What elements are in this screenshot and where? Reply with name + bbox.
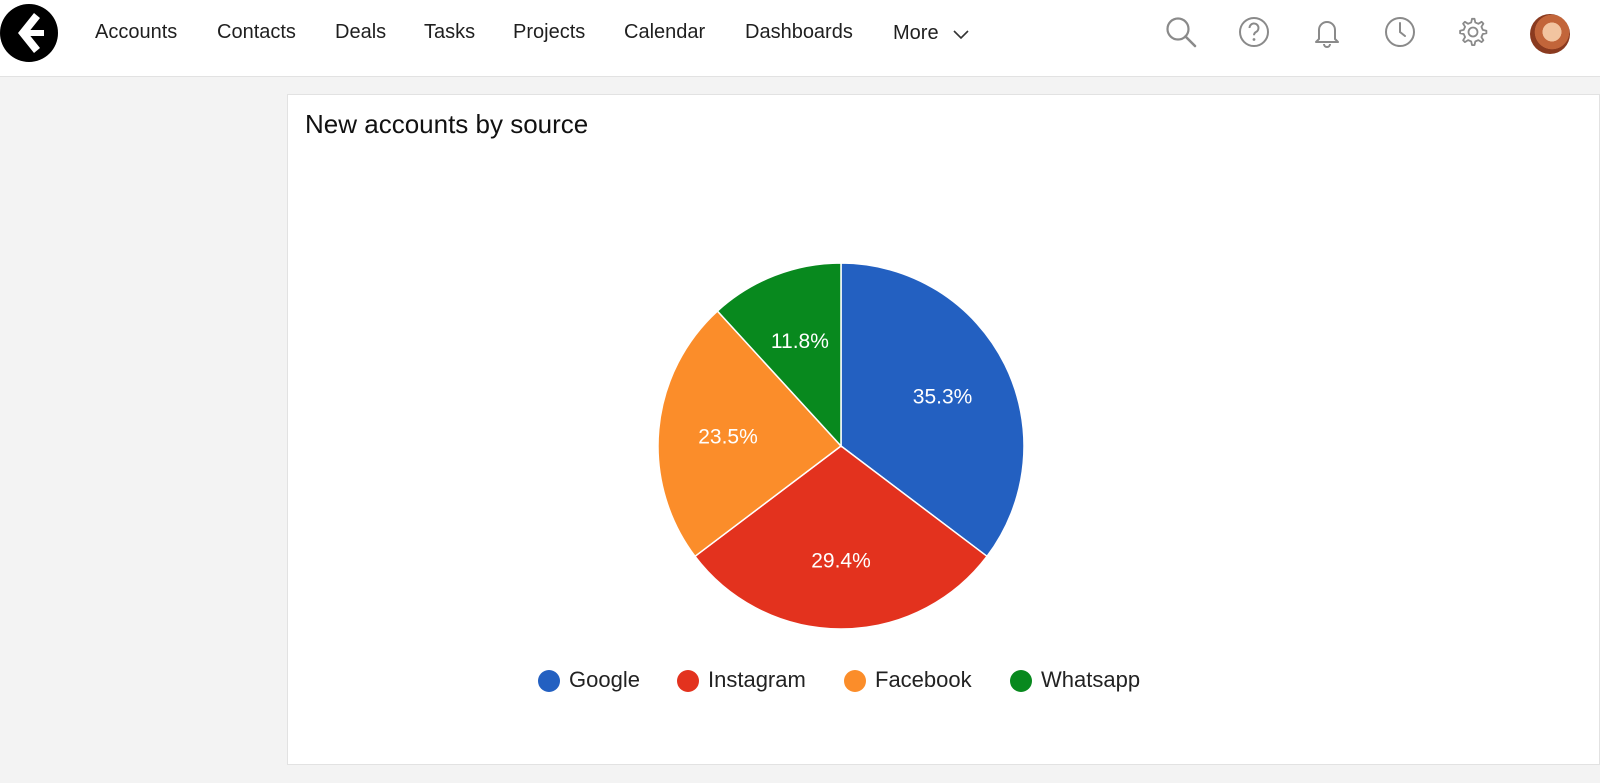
search-icon[interactable] — [1164, 15, 1198, 49]
pie-slice-facebook[interactable] — [657, 309, 843, 558]
help-icon[interactable] — [1237, 15, 1271, 49]
user-avatar[interactable] — [1530, 14, 1570, 54]
widget-title: New accounts by source — [305, 109, 589, 139]
gear-icon[interactable] — [1456, 15, 1490, 49]
slice-data-label: 23.5% — [698, 426, 758, 449]
nav-item-deals[interactable]: Deals — [335, 21, 387, 43]
nav-item-accounts[interactable]: Accounts — [95, 21, 178, 43]
top-navigation-bar: Accounts Contacts Deals Tasks Projects C… — [0, 0, 1600, 77]
pie-slice-instagram[interactable] — [693, 445, 989, 630]
legend-swatch — [844, 670, 866, 692]
pie-slice-whatsapp[interactable] — [716, 262, 842, 448]
nav-item-calendar[interactable]: Calendar — [624, 21, 706, 43]
nav-item-projects[interactable]: Projects — [513, 21, 586, 43]
clock-icon[interactable] — [1383, 15, 1417, 49]
slice-data-label: 29.4% — [811, 549, 871, 572]
legend-swatch — [677, 670, 699, 692]
legend-label: Google — [569, 667, 640, 692]
chart-legend: Google Instagram Facebook Whatsapp — [288, 665, 1599, 695]
legend-swatch — [538, 670, 560, 692]
logo-mark-icon — [18, 13, 44, 53]
legend-swatch — [1010, 670, 1032, 692]
app-logo[interactable] — [0, 4, 58, 62]
nav-item-tasks[interactable]: Tasks — [424, 21, 476, 43]
dashboard-widget: New accounts by source 35.3% 29.4% 23.5% 11… — [287, 94, 1600, 765]
bell-icon[interactable] — [1310, 15, 1344, 49]
nav-item-dashboards[interactable]: Dashboards — [745, 21, 853, 43]
slice-data-label: 35.3% — [913, 385, 973, 408]
nav-item-contacts[interactable]: Contacts — [217, 21, 296, 43]
legend-label: Facebook — [875, 667, 972, 692]
legend-label: Instagram — [708, 667, 806, 692]
nav-item-more[interactable]: More — [893, 22, 939, 44]
slice-data-label: 11.8% — [771, 330, 829, 353]
legend-label: Whatsapp — [1041, 667, 1141, 692]
pie-slice-google[interactable] — [840, 262, 1025, 558]
chevron-down-icon[interactable] — [953, 30, 969, 40]
pie-chart: 35.3% 29.4% 23.5% 11.8% — [657, 262, 1025, 630]
